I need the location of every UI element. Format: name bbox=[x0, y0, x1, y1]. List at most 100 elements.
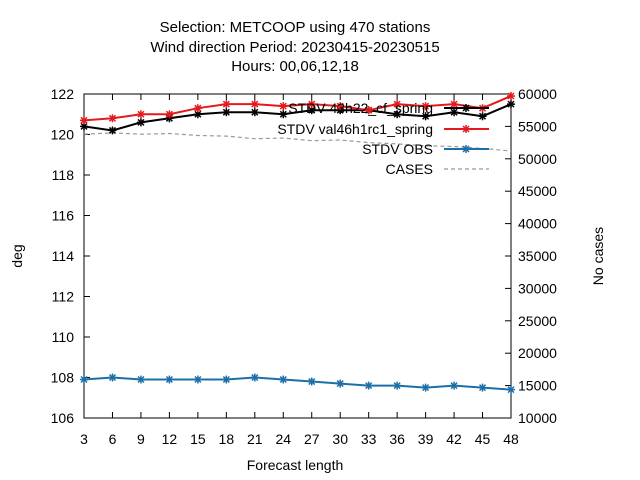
y2-tick-label: 30000 bbox=[518, 280, 557, 296]
data-point bbox=[193, 375, 202, 384]
data-point bbox=[421, 383, 430, 392]
data-point bbox=[393, 110, 402, 119]
data-point-stroke bbox=[108, 114, 116, 122]
data-point-stroke bbox=[108, 373, 116, 382]
data-point bbox=[165, 110, 174, 119]
data-point bbox=[222, 100, 231, 109]
data-point-stroke bbox=[336, 380, 344, 388]
y-tick-label: 112 bbox=[52, 289, 75, 305]
data-point bbox=[507, 385, 515, 394]
y-axis-title: deg bbox=[9, 244, 25, 267]
x-tick-label: 30 bbox=[332, 431, 348, 447]
data-point-stroke bbox=[479, 112, 487, 120]
title-line-2: Wind direction Period: 20230415-20230515 bbox=[150, 39, 439, 56]
data-point-stroke bbox=[365, 382, 373, 390]
data-point bbox=[450, 108, 459, 117]
y2-axis-title: No cases bbox=[590, 227, 606, 285]
data-point bbox=[222, 375, 231, 384]
legend-label: STDV 43h22_cf_spring bbox=[288, 100, 433, 116]
data-point bbox=[462, 125, 470, 133]
title-line-3: Hours: 00,06,12,18 bbox=[231, 58, 359, 75]
y2-tick-label: 25000 bbox=[518, 313, 557, 329]
data-point-stroke bbox=[137, 375, 145, 384]
y2-tick-label: 50000 bbox=[518, 151, 557, 167]
data-point bbox=[307, 100, 316, 109]
data-point bbox=[507, 100, 515, 109]
data-point-stroke bbox=[194, 110, 202, 118]
data-point-stroke bbox=[308, 106, 316, 114]
data-point-stroke bbox=[450, 382, 458, 390]
data-point-stroke bbox=[279, 375, 287, 384]
data-point bbox=[80, 375, 88, 384]
y-tick-label: 106 bbox=[51, 410, 75, 426]
data-point bbox=[80, 122, 88, 131]
data-point bbox=[80, 116, 88, 125]
y2-tick-label: 40000 bbox=[518, 216, 557, 232]
x-tick-label: 6 bbox=[109, 431, 117, 447]
data-point bbox=[364, 381, 373, 390]
data-point bbox=[336, 379, 345, 388]
series-line bbox=[83, 132, 512, 152]
legend: STDV 43h22_cf_spring STDV val46h1rc1_spri… bbox=[277, 100, 489, 177]
legend-entry: STDV OBS bbox=[362, 141, 489, 157]
data-point bbox=[364, 106, 373, 115]
data-point bbox=[393, 381, 402, 390]
x-tick-label: 48 bbox=[503, 431, 519, 447]
data-point-stroke bbox=[165, 110, 173, 118]
data-point-stroke bbox=[336, 102, 344, 110]
data-point-stroke bbox=[393, 382, 401, 390]
series bbox=[80, 92, 515, 394]
chart-title: Selection: METCOOP using 470 stations Wi… bbox=[150, 19, 439, 75]
data-point-stroke bbox=[308, 100, 316, 108]
data-point-stroke bbox=[251, 100, 259, 108]
x-tick-label: 12 bbox=[162, 431, 178, 447]
data-point-stroke bbox=[422, 102, 430, 110]
data-point-stroke bbox=[507, 92, 515, 100]
data-point bbox=[450, 381, 459, 390]
data-point bbox=[250, 108, 259, 117]
data-point-stroke bbox=[507, 100, 515, 108]
data-point-stroke bbox=[80, 122, 88, 130]
x-tick-label: 42 bbox=[446, 431, 462, 447]
x-tick-label: 21 bbox=[247, 431, 263, 447]
y-tick-label: 114 bbox=[52, 248, 75, 264]
data-point bbox=[222, 108, 231, 117]
data-point bbox=[193, 104, 202, 113]
series-line bbox=[83, 376, 512, 391]
data-point bbox=[307, 377, 316, 386]
axis-ticks: 3 6 9 12 15 18 21 24 27 30 33 36 39 42 45 4810610811011… bbox=[51, 86, 558, 447]
y2-tick-label: 55000 bbox=[518, 118, 557, 134]
y-tick-label: 122 bbox=[51, 86, 75, 102]
data-point-stroke bbox=[222, 108, 230, 116]
y2-tick-label: 15000 bbox=[518, 378, 557, 394]
legend-entry: CASES bbox=[386, 161, 489, 177]
x-tick-label: 27 bbox=[304, 431, 320, 447]
data-point-stroke bbox=[194, 375, 202, 384]
data-point-stroke bbox=[393, 100, 401, 108]
y-tick-label: 110 bbox=[52, 329, 75, 345]
legend-entry: STDV val46h1rc1_spring bbox=[277, 121, 489, 137]
data-point-stroke bbox=[108, 126, 116, 134]
data-point bbox=[450, 100, 459, 109]
x-tick-label: 3 bbox=[80, 431, 88, 447]
data-point bbox=[108, 114, 117, 123]
data-point-stroke bbox=[462, 125, 470, 133]
data-point-stroke bbox=[279, 110, 287, 118]
legend-label: CASES bbox=[386, 161, 433, 177]
data-point bbox=[279, 102, 288, 111]
x-tick-label: 33 bbox=[361, 431, 377, 447]
x-tick-label: 36 bbox=[389, 431, 405, 447]
y2-tick-label: 20000 bbox=[518, 345, 557, 361]
data-point-stroke bbox=[450, 108, 458, 116]
y2-tick-label: 10000 bbox=[518, 410, 557, 426]
series-line bbox=[83, 103, 512, 132]
plot-frame bbox=[83, 93, 512, 419]
title-line-1: Selection: METCOOP using 470 stations bbox=[160, 19, 431, 36]
series-2 bbox=[80, 373, 515, 394]
data-point-stroke bbox=[422, 112, 430, 120]
y2-tick-label: 35000 bbox=[518, 248, 557, 264]
data-point bbox=[462, 145, 470, 153]
data-point-stroke bbox=[222, 375, 230, 384]
x-tick-label: 15 bbox=[190, 431, 206, 447]
